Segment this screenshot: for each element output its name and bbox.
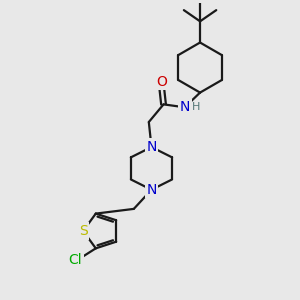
Text: N: N	[146, 140, 157, 154]
Text: N: N	[146, 183, 157, 197]
Text: N: N	[180, 100, 190, 114]
Text: H: H	[192, 102, 200, 112]
Text: O: O	[156, 75, 167, 89]
Text: S: S	[79, 224, 88, 238]
Text: Cl: Cl	[68, 253, 82, 267]
